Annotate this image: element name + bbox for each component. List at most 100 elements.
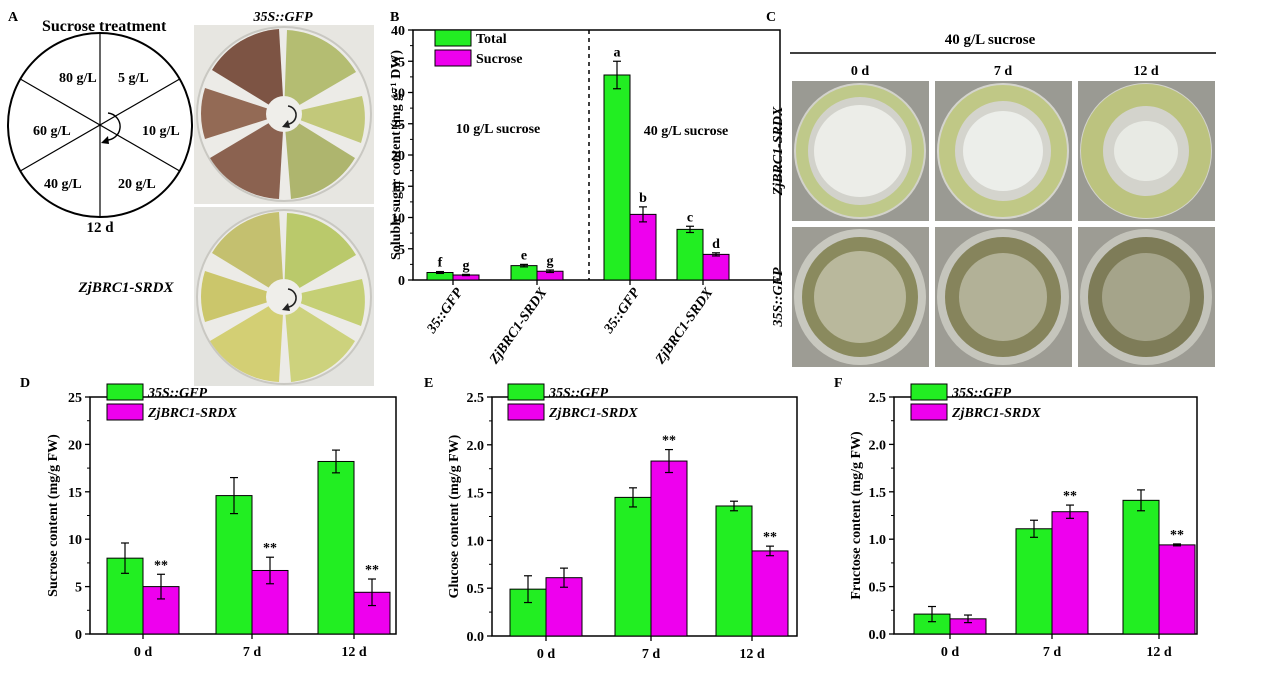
dish-center [266, 279, 302, 315]
bar [215, 495, 253, 635]
photo-zjbrc1-srdx-dish [194, 207, 374, 386]
legend-swatch [434, 29, 472, 47]
bar [1015, 528, 1053, 635]
bar [317, 460, 355, 635]
significance-letter: g [463, 258, 470, 273]
significance-letter: f [438, 256, 443, 271]
panel-c-letter: C [766, 10, 776, 25]
callus-40 [210, 114, 284, 199]
x-tick-label: 12 d [341, 645, 367, 660]
photo-label-zjbrc1-srdx: ZjBRC1-SRDX [77, 280, 174, 296]
y-tick-label: 1.0 [869, 533, 887, 548]
dish-arrowhead-icon [282, 303, 290, 311]
legend-label: ZjBRC1-SRDX [147, 406, 237, 421]
bar [510, 265, 538, 281]
legend-swatch [106, 403, 144, 421]
bar [1158, 544, 1196, 635]
wheel-caption: 12 d [86, 220, 114, 236]
legend-swatch [910, 383, 948, 401]
panel-f-letter: F [834, 376, 843, 391]
x-tick-label: 35::GFP [601, 285, 644, 337]
panel-e-letter: E [424, 376, 433, 391]
y-tick-label: 1.0 [467, 534, 485, 549]
panel-c-col-0d: 0 d [851, 64, 870, 79]
callus-80 [212, 29, 284, 114]
bar [1122, 499, 1160, 635]
bar [614, 496, 652, 637]
dish-center [266, 96, 302, 132]
wheel-label-5: 5 g/L [118, 71, 149, 86]
callus-40 [210, 297, 284, 382]
panel-c-col-12d: 12 d [1133, 64, 1159, 79]
y-tick-label: 25 [68, 391, 82, 406]
legend-label: Total [476, 32, 507, 47]
x-tick-label: 0 d [134, 645, 153, 660]
y-tick-label: 5 [398, 243, 405, 258]
panel-c-row-zjbrc1-srdx: ZjBRC1-SRDX [771, 106, 786, 196]
bar [751, 550, 789, 637]
y-tick-label: 5 [75, 581, 82, 596]
wheel-label-40: 40 g/L [44, 177, 82, 192]
photo-label-35s-gfp: 35S::GFP [252, 10, 313, 25]
y-tick-label: 1.5 [467, 487, 485, 502]
panel-c-row-35s-gfp: 35S::GFP [771, 267, 786, 328]
x-tick-label: 7 d [642, 647, 661, 662]
x-tick-label: 12 d [1146, 645, 1172, 660]
y-tick-label: 15 [391, 180, 405, 195]
bar [650, 460, 688, 637]
x-tick-label: 35::GFP [424, 285, 467, 337]
x-tick-label: 0 d [941, 645, 960, 660]
callus-5 [284, 213, 356, 297]
dish-arrowhead-icon [282, 120, 290, 128]
y-tick-label: 25 [391, 118, 405, 133]
significance-mark: ** [1170, 528, 1184, 543]
y-tick-label: 0.0 [467, 630, 485, 645]
callus-10 [284, 279, 365, 326]
wheel-label-60: 60 g/L [33, 124, 71, 139]
legend-swatch [910, 403, 948, 421]
y-tick-label: 0 [398, 274, 405, 289]
y-tick-label: 0 [75, 628, 82, 643]
callus-10 [284, 96, 365, 143]
legend-label: 35S::GFP [147, 386, 208, 401]
chart-b: B 0 5 10 15 20 25 30 35 40 Soluble sugar content (… [389, 10, 781, 368]
panel-c: C 40 g/L sucrose 0 d 7 d 12 d ZjBRC1-SRD… [766, 10, 1216, 367]
panel-a-letter: A [8, 10, 19, 25]
x-tick-label: ZjBRC1-SRDX [487, 285, 551, 368]
rotation-arrow-icon [104, 112, 121, 141]
y-tick-label: 35 [391, 55, 405, 70]
y-axis-label: Fructose content (mg/g FW) [849, 431, 864, 600]
significance-letter: g [547, 254, 554, 269]
panel-d-letter: D [20, 376, 30, 391]
panel-c-col-7d: 7 d [994, 64, 1013, 79]
x-tick-label: ZjBRC1-SRDX [653, 285, 717, 368]
y-tick-label: 20 [391, 149, 405, 164]
callus-60 [201, 271, 284, 322]
rotation-arrowhead-icon [101, 136, 109, 144]
significance-mark: ** [662, 434, 676, 449]
x-tick-label: 7 d [243, 645, 262, 660]
legend-swatch [434, 49, 472, 67]
significance-mark: ** [365, 563, 379, 578]
x-tick-label: 0 d [537, 647, 556, 662]
culture-photo-gfp-7d [935, 227, 1072, 367]
plot-frame [412, 29, 781, 281]
chart-f: F 0.0 0.5 1.0 1.5 2.0 2.5 Fructose content (mg/… [834, 376, 1198, 660]
bar [629, 213, 657, 281]
significance-letter: b [639, 191, 647, 206]
legend-swatch [507, 403, 545, 421]
culture-photo-gfp-12d [1078, 227, 1215, 367]
culture-photo-zjbrc1-7d [935, 81, 1072, 221]
dish-arrow-icon [285, 105, 297, 125]
legend-swatch [507, 383, 545, 401]
y-tick-label: 30 [391, 87, 405, 102]
culture-photo-zjbrc1-0d [792, 81, 929, 221]
y-tick-label: 0.0 [869, 628, 887, 643]
legend-label: Sucrose [476, 52, 522, 67]
wheel-label-10: 10 g/L [142, 124, 180, 139]
panel-a-title: Sucrose treatment [42, 18, 167, 35]
callus-20 [284, 114, 355, 199]
callus-80 [212, 212, 284, 297]
group-label: 40 g/L sucrose [644, 124, 729, 139]
chart-d: D 0 5 10 15 20 25 Sucrose content (mg/g FW) 0 d 7… [20, 376, 397, 660]
